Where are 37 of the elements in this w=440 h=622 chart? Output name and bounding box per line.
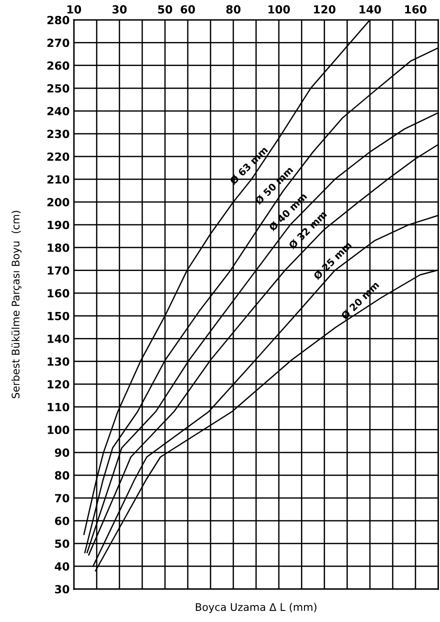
x-tick-label: 80 (226, 5, 241, 14)
y-tick-label: 70 (55, 494, 70, 502)
y-tick-label: 40 (54, 562, 70, 571)
y-tick-label: 50 (55, 539, 70, 548)
x-tick-label: 100 (268, 5, 290, 14)
y-tick-label: 90 (54, 448, 70, 457)
y-tick-label: 30 (55, 585, 70, 594)
x-tick-label: 50 (158, 5, 172, 14)
x-tick-label: 140 (360, 5, 381, 14)
y-axis-title: Serbest Bükülme Parçası Boyu (cm) (11, 210, 22, 398)
y-tick-label: 60 (54, 516, 70, 526)
y-tick-label: 180 (48, 244, 70, 252)
y-tick-label: 190 (48, 220, 70, 230)
y-tick-label: 80 (54, 471, 70, 480)
y-tick-label: 220 (47, 152, 70, 161)
x-axis-title: Boyca Uzama Δ L (mm) (196, 602, 316, 614)
y-tick-label: 110 (48, 402, 70, 412)
y-tick-label: 130 (48, 357, 70, 366)
y-tick-label: 230 (47, 130, 70, 138)
x-tick-label: 30 (112, 5, 127, 14)
x-tick-label: 10 (67, 5, 82, 14)
y-tick-label: 170 (48, 266, 70, 275)
y-tick-label: 200 (47, 198, 70, 206)
y-tick-label: 270 (47, 38, 70, 48)
x-tick-label: 160 (405, 5, 427, 14)
x-tick-label: 120 (314, 5, 336, 14)
x-tick-label: 60 (180, 5, 195, 14)
y-tick-label: 150 (48, 312, 70, 320)
y-tick-label: 260 (47, 61, 70, 70)
y-tick-label: 240 (47, 106, 70, 116)
y-tick-label: 210 (47, 175, 70, 184)
y-tick-label: 280 (47, 16, 70, 24)
y-tick-label: 140 (48, 334, 70, 343)
y-tick-label: 160 (48, 289, 70, 298)
y-tick-label: 100 (48, 426, 70, 434)
y-tick-label: 250 (47, 84, 70, 93)
y-tick-label: 120 (48, 380, 70, 389)
